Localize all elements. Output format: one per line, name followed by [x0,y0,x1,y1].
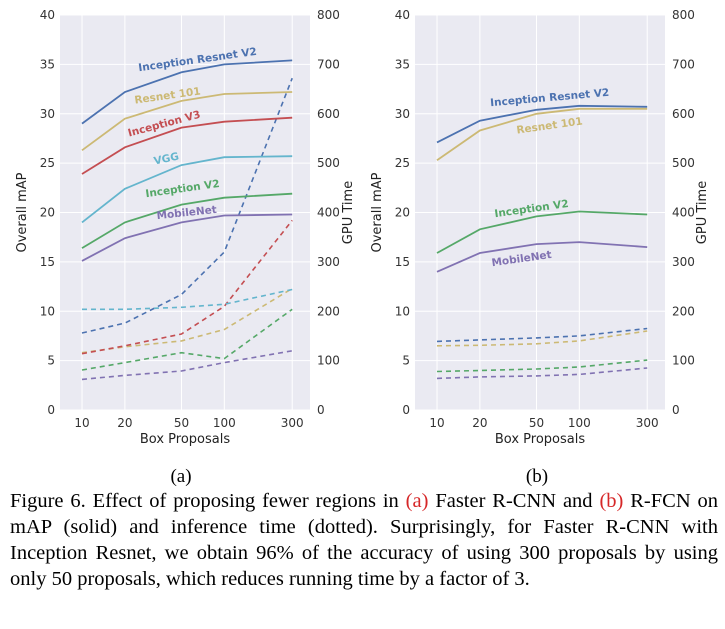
series-time-line [436,330,648,347]
ytick-label: 15 [395,255,410,269]
ytick-label: 35 [40,57,55,71]
xtick-label: 20 [472,416,487,430]
ytick-label: 10 [395,304,410,318]
ytick-label: 5 [47,354,55,368]
y2tick-label: 400 [317,206,340,220]
y2tick-label: 500 [317,156,340,170]
y2tick-label: 800 [672,8,695,22]
y2tick-label: 100 [317,354,340,368]
y2tick-label: 200 [317,304,340,318]
y2tick-label: 600 [317,107,340,121]
series-map-line [436,104,648,144]
ytick-label: 35 [395,57,410,71]
series-map-line [436,241,648,273]
y-axis-label: Overall mAP [370,172,385,252]
y2tick-label: 700 [672,57,695,71]
series-time-line [81,308,293,371]
y-axis-label: Overall mAP [15,172,30,252]
series-time-line [436,367,648,380]
ytick-label: 0 [47,403,55,417]
ytick-label: 10 [40,304,55,318]
y2tick-label: 500 [672,156,695,170]
y2tick-label: 700 [317,57,340,71]
xtick-label: 20 [117,416,132,430]
series-map-line [436,210,648,254]
ytick-label: 15 [40,255,55,269]
y2-axis-label: GPU Time [695,181,710,244]
ytick-label: 30 [40,107,55,121]
ytick-label: 30 [395,107,410,121]
caption-rest: R-FCN on mAP (solid) and inference time … [10,490,718,590]
x-axis-label: Box Proposals [140,432,230,447]
ytick-label: 40 [395,8,410,22]
xtick-label: 300 [636,416,659,430]
xtick-label: 10 [74,416,89,430]
series-map-line [436,107,648,161]
caption-ref-a[interactable]: (a) [405,490,429,512]
series-label: VGG [153,151,180,168]
y2tick-label: 800 [317,8,340,22]
series-time-line [436,359,648,373]
figure-canvas: 0510152025303540010020030040050060070080… [15,8,710,487]
series-map-line [81,59,293,125]
y2tick-label: 300 [672,255,695,269]
y2tick-label: 300 [317,255,340,269]
ytick-label: 20 [40,206,55,220]
panel-b: 0510152025303540010020030040050060070080… [370,8,710,487]
xtick-label: 10 [429,416,444,430]
series-time-line [81,350,293,381]
subfigure-label: (b) [526,466,548,487]
figure-caption: Figure 6. Effect of proposing fewer regi… [10,488,718,592]
xtick-label: 50 [529,416,544,430]
ytick-label: 40 [40,8,55,22]
xtick-label: 100 [568,416,591,430]
series-map-line [81,91,293,152]
xtick-label: 100 [213,416,236,430]
series-time-line [436,327,648,343]
ytick-label: 25 [40,156,55,170]
y2-axis-label: GPU Time [341,181,356,244]
series-time-line [81,219,293,355]
series-map-line [81,192,293,249]
panel-a: 0510152025303540010020030040050060070080… [15,8,356,487]
ytick-label: 5 [402,354,410,368]
y2tick-label: 600 [672,107,695,121]
y2tick-label: 200 [672,304,695,318]
ytick-label: 0 [402,403,410,417]
series-time-line [82,288,293,311]
caption-prefix: Figure 6. Effect of proposing fewer regi… [10,490,406,512]
xtick-label: 300 [281,416,304,430]
y2tick-label: 100 [672,354,695,368]
ytick-label: 25 [395,156,410,170]
series-time-line [81,77,293,334]
x-axis-label: Box Proposals [495,432,585,447]
y2tick-label: 0 [317,403,325,417]
y2tick-label: 400 [672,206,695,220]
xtick-label: 50 [174,416,189,430]
caption-mid: Faster R-CNN and [428,490,600,512]
series-map-line [81,155,293,224]
subfigure-label: (a) [170,466,191,487]
ytick-label: 20 [395,206,410,220]
series-map-line [81,116,293,175]
y2tick-label: 0 [672,403,680,417]
caption-ref-b[interactable]: (b) [599,490,624,512]
series-map-line [81,213,293,262]
